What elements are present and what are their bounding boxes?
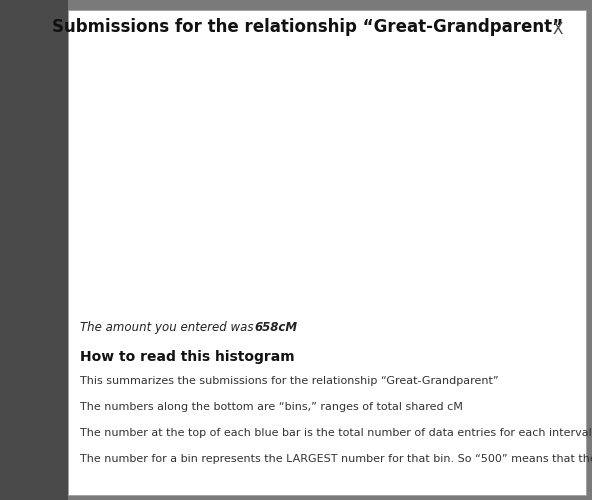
Text: 35: 35 (333, 56, 348, 66)
Text: The amount you entered was: The amount you entered was (80, 321, 257, 334)
Text: 658cM: 658cM (255, 321, 298, 334)
Bar (295, 118, 318, 312)
Text: 2: 2 (507, 286, 514, 296)
Text: 19: 19 (367, 168, 381, 177)
Bar (329, 70, 352, 312)
Text: 5: 5 (439, 264, 446, 274)
Text: Submissions for the relationship “Great-Grandparent”: Submissions for the relationship “Great-… (52, 18, 564, 36)
Text: The number at the top of each blue bar is the total number of data entries for e: The number at the top of each blue bar i… (80, 428, 592, 438)
Text: 4: 4 (201, 272, 208, 281)
Text: How to read this histogram: How to read this histogram (80, 350, 295, 364)
Bar (465, 298, 488, 312)
Text: This summarizes the submissions for the relationship “Great-Grandparent”: This summarizes the submissions for the … (80, 376, 498, 386)
Text: 28: 28 (300, 105, 314, 115)
Text: 2: 2 (472, 286, 480, 296)
Bar (193, 285, 216, 312)
Bar (431, 278, 454, 312)
Text: 31: 31 (265, 84, 279, 94)
Text: The numbers along the bottom are “bins,” ranges of total shared cM: The numbers along the bottom are “bins,”… (80, 402, 463, 412)
Text: X: X (552, 22, 563, 37)
Text: 7: 7 (405, 251, 412, 261)
Text: The number for a bin represents the LARGEST number for that bin. So “500” means : The number for a bin represents the LARG… (80, 454, 592, 464)
Bar (498, 298, 522, 312)
Text: 0: 0 (133, 300, 140, 310)
Bar (363, 180, 386, 312)
Text: 1: 1 (167, 292, 174, 302)
Bar (261, 98, 284, 312)
Text: 0: 0 (540, 300, 548, 310)
Bar (227, 208, 250, 312)
Text: 15: 15 (231, 196, 246, 205)
Bar (397, 264, 420, 312)
Bar (159, 306, 182, 312)
